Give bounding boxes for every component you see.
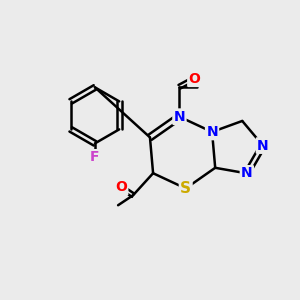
- Text: F: F: [90, 150, 100, 164]
- Text: N: N: [241, 167, 253, 180]
- Text: O: O: [188, 72, 200, 86]
- Text: S: S: [180, 181, 191, 196]
- Text: N: N: [174, 110, 185, 124]
- Text: N: N: [206, 125, 218, 139]
- Text: O: O: [115, 180, 127, 194]
- Text: N: N: [257, 139, 269, 153]
